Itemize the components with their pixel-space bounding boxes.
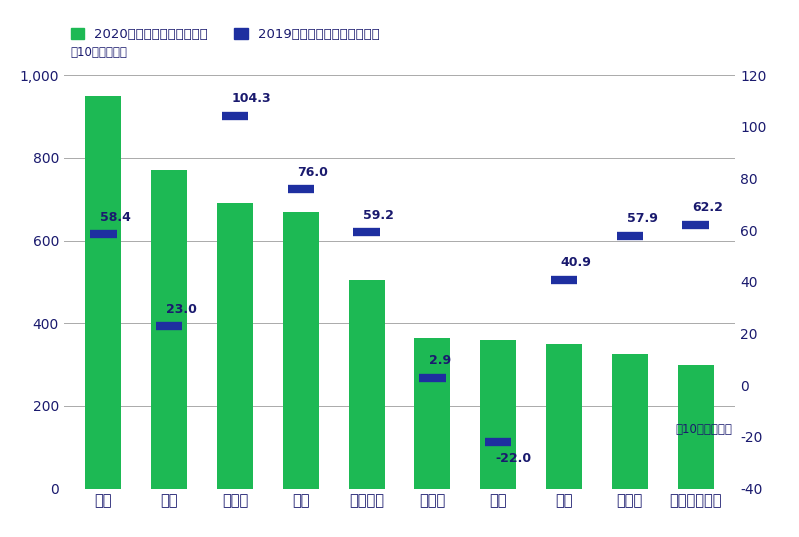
Bar bbox=[546, 344, 582, 489]
Text: 62.2: 62.2 bbox=[692, 201, 723, 214]
Text: -22.0: -22.0 bbox=[495, 453, 531, 466]
Bar bbox=[217, 204, 253, 489]
Bar bbox=[283, 212, 319, 489]
Text: （10億米ドル）: （10億米ドル） bbox=[675, 423, 732, 436]
Bar bbox=[415, 338, 451, 489]
Text: 40.9: 40.9 bbox=[561, 256, 591, 269]
Text: （10億米ドル）: （10億米ドル） bbox=[70, 46, 127, 59]
Bar bbox=[612, 354, 648, 489]
Text: 58.4: 58.4 bbox=[100, 211, 131, 224]
Text: 59.2: 59.2 bbox=[364, 209, 394, 222]
Bar bbox=[480, 340, 516, 489]
Text: 76.0: 76.0 bbox=[297, 165, 328, 178]
Legend: 2020年の市場規模（左軸）, 2019年からの純増減（右軸）: 2020年の市場規模（左軸）, 2019年からの純増減（右軸） bbox=[70, 28, 380, 41]
Bar bbox=[151, 170, 187, 489]
Bar bbox=[678, 365, 714, 489]
Bar bbox=[348, 280, 384, 489]
Text: 2.9: 2.9 bbox=[429, 354, 451, 367]
Text: 104.3: 104.3 bbox=[232, 92, 272, 105]
Bar bbox=[85, 96, 121, 489]
Text: 57.9: 57.9 bbox=[626, 212, 658, 226]
Text: 23.0: 23.0 bbox=[166, 302, 197, 316]
